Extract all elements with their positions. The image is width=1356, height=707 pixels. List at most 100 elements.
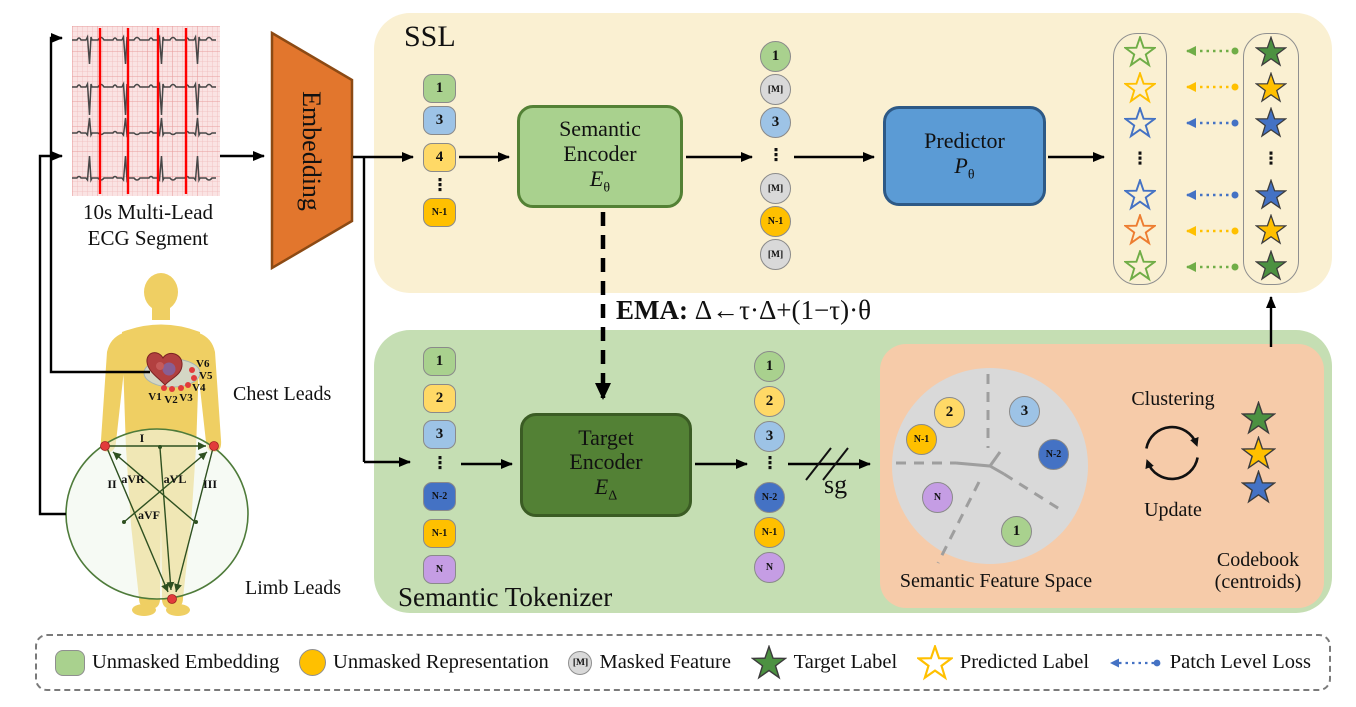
body-leads-figure: V6 V5 V4 V3 V2 V1 I II III aVR aVL aVF <box>65 273 249 616</box>
tokenizer-output-ellipsis: ⋮ <box>761 453 779 474</box>
codebook-label-line2: (centroids) <box>1214 571 1302 593</box>
v2-label: V2 <box>164 394 178 406</box>
feature-point-2: 2 <box>934 397 965 428</box>
unmasked-representation-icon <box>299 649 327 676</box>
semantic-encoder-box: Semantic Encoder Eθ <box>517 105 683 208</box>
target-labels-column: ⋮ <box>1243 33 1299 285</box>
limb-leads-circle <box>65 428 249 600</box>
predictor-symbol: Pθ <box>954 152 975 183</box>
target-star-green-icon <box>1255 250 1287 280</box>
ema-expression: Δ←τ·Δ+(1−τ)·θ <box>694 295 872 325</box>
avl-arrow <box>123 451 208 523</box>
legend-label: Predicted Label <box>959 651 1090 673</box>
feature-space-label: Semantic Feature Space <box>899 570 1093 592</box>
ssl-masked-token-m2: [M] <box>760 173 791 204</box>
predicted-star-blue-icon <box>1124 107 1156 138</box>
semantic-encoder-line1: Semantic <box>559 116 641 142</box>
tokenizer-input-token-3: 3 <box>423 420 456 449</box>
legend-label: Unmasked Embedding <box>92 651 280 673</box>
codebook-star-blue-icon <box>1241 470 1276 503</box>
tokenizer-output-token-n1: N-1 <box>754 517 785 548</box>
legend-label: Masked Feature <box>599 651 731 673</box>
lead-ii-label: II <box>107 477 117 491</box>
legend: Unmasked Embedding Unmasked Representati… <box>35 634 1331 691</box>
tokenizer-output-token-n: N <box>754 552 785 583</box>
feature-point-n: N <box>922 482 953 513</box>
tokenizer-title: Semantic Tokenizer <box>398 582 613 612</box>
target-star-green-icon <box>1255 36 1287 66</box>
avr-label: aVR <box>121 472 145 486</box>
tokenizer-input-token-n: N <box>423 555 456 584</box>
lead-iii-label: III <box>203 477 217 491</box>
semantic-encoder-line2: Encoder <box>563 140 637 166</box>
avr-arrow <box>112 451 196 523</box>
ssl-masked-token-m3: [M] <box>760 239 791 270</box>
lead-ii-arrow <box>106 447 169 593</box>
chest-leads-label: Chest Leads <box>233 383 332 405</box>
stop-gradient-label: sg <box>824 470 848 499</box>
unmasked-embedding-icon <box>55 649 85 676</box>
lead-i-label: I <box>140 431 145 445</box>
legend-label: Target Label <box>793 651 898 673</box>
tokenizer-input-token-n2: N-2 <box>423 482 456 511</box>
target-encoder-symbol: EΔ <box>594 474 618 504</box>
target-encoder-line2: Encoder <box>569 449 643 475</box>
target-star-blue-icon <box>1255 107 1287 137</box>
ssl-masked-token-1: 1 <box>760 41 791 72</box>
target-ellipsis: ⋮ <box>1262 148 1280 169</box>
embedding-label: Embedding <box>297 91 326 211</box>
codebook-label-line1: Codebook <box>1216 549 1300 571</box>
predictor-line1: Predictor <box>924 128 1005 154</box>
codebook-star-green-icon <box>1241 401 1276 434</box>
predicted-ellipsis: ⋮ <box>1131 148 1149 169</box>
ecg-caption-line1: 10s Multi-Lead <box>82 200 214 224</box>
target-star-yellow-icon <box>1255 72 1287 102</box>
legend-item-unmasked-embedding: Unmasked Embedding <box>55 649 280 676</box>
target-star-blue-icon <box>1255 179 1287 209</box>
codebook-star-yellow-icon <box>1241 436 1276 469</box>
v6-label: V6 <box>196 358 210 370</box>
predicted-star-green-icon <box>1124 250 1156 281</box>
ssl-masked-token-n1: N-1 <box>760 206 791 237</box>
ssl-masked-ellipsis: ⋮ <box>767 145 785 166</box>
avl-label: aVL <box>164 472 187 486</box>
tokenizer-output-token-n2: N-2 <box>754 482 785 513</box>
patch-level-loss-arrow-icon <box>1109 658 1161 667</box>
lead-iii-arrow <box>174 447 214 593</box>
ecg-caption-line2: ECG Segment <box>87 226 209 251</box>
ema-formula: EMA: Δ←τ·Δ+(1−τ)·θ <box>616 295 871 326</box>
ssl-title: SSL <box>404 20 456 53</box>
target-label-star-icon <box>751 645 786 678</box>
legend-item-unmasked-representation: Unmasked Representation <box>299 649 549 676</box>
tokenizer-output-token-2: 2 <box>754 386 785 417</box>
legend-item-predicted-label: Predicted Label <box>917 644 1090 681</box>
predicted-star-orange-icon <box>1124 214 1156 245</box>
v5-label: V5 <box>199 370 213 382</box>
target-encoder-line1: Target <box>578 424 634 450</box>
tokenizer-output-token-3: 3 <box>754 421 785 452</box>
semantic-encoder-symbol: Eθ <box>589 165 611 195</box>
legend-item-patch-level-loss: Patch Level Loss <box>1109 651 1311 674</box>
ssl-input-token-1: 1 <box>423 74 456 103</box>
predictor-box: Predictor Pθ <box>883 106 1046 206</box>
tokenizer-input-token-2: 2 <box>423 384 456 413</box>
v4-label: V4 <box>192 382 206 394</box>
predicted-labels-column: ⋮ <box>1113 33 1167 285</box>
v3-label: V3 <box>179 392 193 404</box>
ssl-input-token-3: 3 <box>423 106 456 135</box>
v1-label: V1 <box>148 391 161 403</box>
ecg-strip-image <box>72 26 220 196</box>
tokenizer-input-token-1: 1 <box>423 347 456 376</box>
avf-label: aVF <box>138 508 160 522</box>
ema-label: EMA: <box>616 295 688 325</box>
legend-label: Patch Level Loss <box>1169 651 1311 673</box>
legend-item-masked-feature: [M] Masked Feature <box>568 650 731 675</box>
clustering-label: Clustering <box>1131 388 1215 410</box>
predicted-star-yellow-icon <box>1124 71 1156 102</box>
ssl-input-token-n1: N-1 <box>423 198 456 227</box>
tokenizer-output-token-1: 1 <box>754 351 785 382</box>
ecg-caption: 10s Multi-Lead ECG Segment <box>50 199 246 252</box>
target-encoder-box: Target Encoder EΔ <box>520 413 692 517</box>
legend-item-target-label: Target Label <box>751 645 897 681</box>
feature-point-3: 3 <box>1009 396 1040 427</box>
